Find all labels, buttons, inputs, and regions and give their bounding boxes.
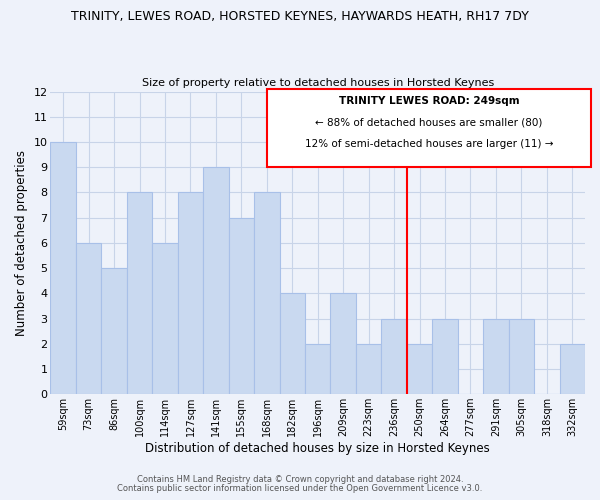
Bar <box>305 344 331 394</box>
Bar <box>356 344 382 394</box>
Bar <box>178 192 203 394</box>
Bar <box>483 318 509 394</box>
Text: 12% of semi-detached houses are larger (11) →: 12% of semi-detached houses are larger (… <box>305 139 553 149</box>
Bar <box>254 192 280 394</box>
Text: Contains HM Land Registry data © Crown copyright and database right 2024.: Contains HM Land Registry data © Crown c… <box>137 475 463 484</box>
X-axis label: Distribution of detached houses by size in Horsted Keynes: Distribution of detached houses by size … <box>145 442 490 455</box>
Bar <box>407 344 432 394</box>
Bar <box>203 167 229 394</box>
Bar <box>229 218 254 394</box>
Bar <box>432 318 458 394</box>
Text: TRINITY, LEWES ROAD, HORSTED KEYNES, HAYWARDS HEATH, RH17 7DY: TRINITY, LEWES ROAD, HORSTED KEYNES, HAY… <box>71 10 529 23</box>
Bar <box>509 318 534 394</box>
Y-axis label: Number of detached properties: Number of detached properties <box>15 150 28 336</box>
Bar <box>127 192 152 394</box>
Bar <box>331 294 356 394</box>
Bar <box>76 243 101 394</box>
Bar <box>152 243 178 394</box>
Bar <box>560 344 585 394</box>
Text: TRINITY LEWES ROAD: 249sqm: TRINITY LEWES ROAD: 249sqm <box>338 96 519 106</box>
Bar <box>101 268 127 394</box>
Title: Size of property relative to detached houses in Horsted Keynes: Size of property relative to detached ho… <box>142 78 494 88</box>
Text: Contains public sector information licensed under the Open Government Licence v3: Contains public sector information licen… <box>118 484 482 493</box>
Text: ← 88% of detached houses are smaller (80): ← 88% of detached houses are smaller (80… <box>315 118 542 128</box>
Bar <box>382 318 407 394</box>
Bar <box>280 294 305 394</box>
Bar <box>50 142 76 394</box>
